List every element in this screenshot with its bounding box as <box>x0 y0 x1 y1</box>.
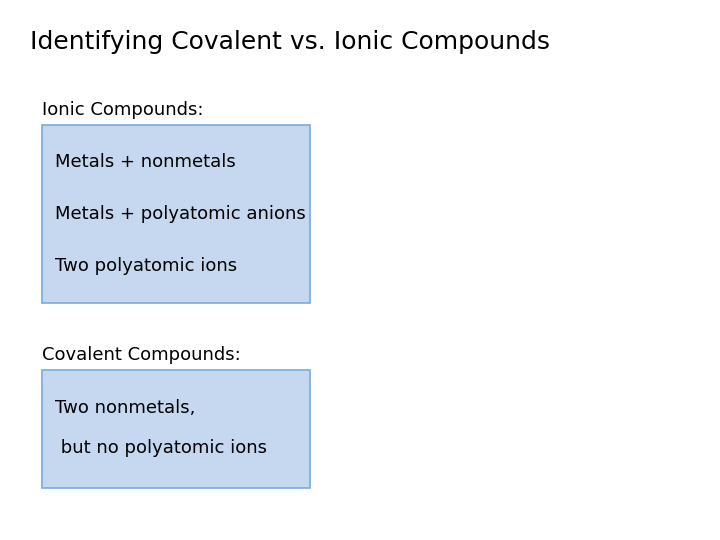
Text: Two nonmetals,: Two nonmetals, <box>55 399 195 417</box>
Text: Metals + nonmetals: Metals + nonmetals <box>55 153 235 171</box>
Text: Ionic Compounds:: Ionic Compounds: <box>42 101 204 119</box>
Text: Covalent Compounds:: Covalent Compounds: <box>42 346 240 364</box>
Text: but no polyatomic ions: but no polyatomic ions <box>55 439 267 457</box>
FancyBboxPatch shape <box>42 125 310 303</box>
Text: Identifying Covalent vs. Ionic Compounds: Identifying Covalent vs. Ionic Compounds <box>30 30 550 54</box>
Text: Metals + polyatomic anions: Metals + polyatomic anions <box>55 205 306 223</box>
FancyBboxPatch shape <box>42 370 310 488</box>
Text: Two polyatomic ions: Two polyatomic ions <box>55 257 237 275</box>
